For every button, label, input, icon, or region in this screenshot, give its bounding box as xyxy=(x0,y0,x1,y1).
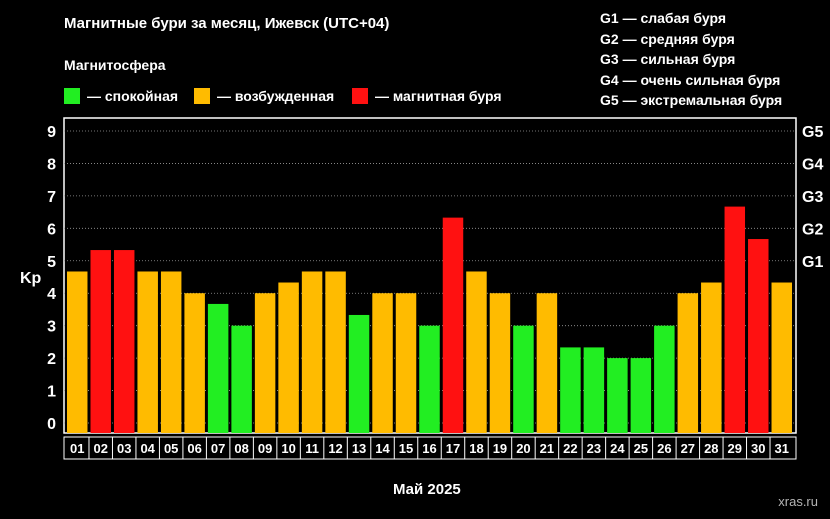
legend-item-quiet: — спокойная xyxy=(64,88,178,104)
y-tick-label: 7 xyxy=(47,189,56,206)
legend-label-storm: — магнитная буря xyxy=(375,88,502,104)
x-tick-label: 27 xyxy=(681,441,695,456)
kp-bar xyxy=(325,271,346,433)
kp-bar xyxy=(207,303,229,433)
g-scale-tick-label: G2 xyxy=(802,221,823,238)
legend-swatch-storm xyxy=(352,88,368,104)
x-tick-label: 28 xyxy=(704,441,718,456)
y-tick-label: 5 xyxy=(47,254,56,271)
g-scale-tick-label: G1 xyxy=(802,254,823,271)
legend-swatch-quiet xyxy=(64,88,80,104)
x-tick-label: 30 xyxy=(751,441,765,456)
g-scale-legend: G1 — слабая буря G2 — средняя буря G3 — … xyxy=(600,8,782,111)
kp-bar xyxy=(466,271,487,433)
g-legend-item: G5 — экстремальная буря xyxy=(600,92,783,108)
kp-bar xyxy=(536,293,558,433)
x-tick-label: 02 xyxy=(93,441,107,456)
legend-item-storm: — магнитная буря xyxy=(352,88,502,104)
x-tick-label: 18 xyxy=(469,441,483,456)
kp-bar xyxy=(442,217,464,433)
y-tick-label: 6 xyxy=(47,221,56,238)
x-labels-row xyxy=(63,436,797,460)
kp-bar xyxy=(701,282,722,433)
y-tick-label: 0 xyxy=(47,416,56,433)
kp-bar xyxy=(67,271,88,433)
x-tick-label: 11 xyxy=(305,441,319,456)
kp-bar xyxy=(254,293,276,433)
y-tick-label: 3 xyxy=(47,319,56,336)
x-tick-label: 07 xyxy=(211,441,225,456)
legend-label-active: — возбужденная xyxy=(217,88,335,104)
g-scale-tick-label: G3 xyxy=(802,189,823,206)
kp-bar xyxy=(419,325,440,433)
legend-item-active: — возбужденная xyxy=(194,88,334,104)
legend-swatch-active xyxy=(194,88,210,104)
kp-bar xyxy=(137,271,158,433)
x-axis-label: Май 2025 xyxy=(393,481,461,498)
kp-bar xyxy=(372,293,393,433)
x-tick-label: 03 xyxy=(117,441,131,456)
g-scale-tick-label: G4 xyxy=(802,156,823,173)
x-tick-label: 04 xyxy=(140,441,155,456)
x-tick-label: 17 xyxy=(446,441,460,456)
x-tick-label: 05 xyxy=(164,441,178,456)
kp-bar xyxy=(654,325,675,433)
x-tick-label: 31 xyxy=(775,441,789,456)
x-tick-label: 20 xyxy=(516,441,530,456)
x-tick-label: 15 xyxy=(399,441,413,456)
x-tick-label: 09 xyxy=(258,441,272,456)
kp-bar xyxy=(583,347,605,433)
x-tick-label: 21 xyxy=(540,441,554,456)
x-tick-label: 25 xyxy=(634,441,648,456)
kp-bar xyxy=(348,314,370,433)
site-watermark[interactable]: xras.ru xyxy=(778,494,818,509)
x-tick-label: 14 xyxy=(375,441,390,456)
kp-bar xyxy=(724,206,746,433)
legend-subtitle: Магнитосфера xyxy=(64,57,166,73)
kp-bar xyxy=(771,282,792,433)
x-tick-label: 01 xyxy=(70,441,84,456)
y-tick-label: 8 xyxy=(47,156,56,173)
kp-bar xyxy=(607,358,628,433)
kp-bar xyxy=(184,293,205,433)
g-scale-tick-label: G5 xyxy=(802,124,823,141)
x-tick-label: 23 xyxy=(587,441,601,456)
kp-bar xyxy=(113,250,135,433)
x-tick-label: 06 xyxy=(187,441,201,456)
x-tick-label: 26 xyxy=(657,441,671,456)
y-tick-label: 4 xyxy=(47,286,56,303)
y-tick-label: 1 xyxy=(47,384,56,401)
x-tick-label: 08 xyxy=(234,441,248,456)
x-tick-label: 13 xyxy=(352,441,366,456)
kp-bar xyxy=(748,239,769,433)
kp-bar xyxy=(630,358,652,433)
chart-title: Магнитные бури за месяц, Ижевск (UTC+04) xyxy=(64,15,390,32)
kp-bar xyxy=(395,293,417,433)
kp-bar xyxy=(160,271,182,433)
y-tick-label: 2 xyxy=(47,351,56,368)
kp-bar xyxy=(489,293,511,433)
kp-bar xyxy=(90,250,111,433)
x-tick-label: 29 xyxy=(728,441,742,456)
y-axis-label: Kp xyxy=(20,270,42,287)
x-tick-label: 24 xyxy=(610,441,625,456)
g-legend-item: G1 — слабая буря xyxy=(600,10,727,26)
kp-bar xyxy=(513,325,534,433)
kp-bar xyxy=(301,271,323,433)
x-tick-label: 19 xyxy=(493,441,507,456)
g-legend-item: G3 — сильная буря xyxy=(600,51,736,67)
legend-label-quiet: — спокойная xyxy=(87,88,179,104)
x-tick-label: 16 xyxy=(422,441,436,456)
kp-bar xyxy=(560,347,581,433)
kp-bar xyxy=(231,325,252,433)
g-legend-item: G2 — средняя буря xyxy=(600,30,735,47)
x-tick-label: 12 xyxy=(328,441,342,456)
kp-bar xyxy=(677,293,699,433)
y-tick-label: 9 xyxy=(47,124,56,141)
x-tick-label: 10 xyxy=(281,441,295,456)
g-legend-item: G4 — очень сильная буря xyxy=(600,71,781,88)
kp-bar xyxy=(278,282,299,433)
x-tick-label: 22 xyxy=(563,441,577,456)
